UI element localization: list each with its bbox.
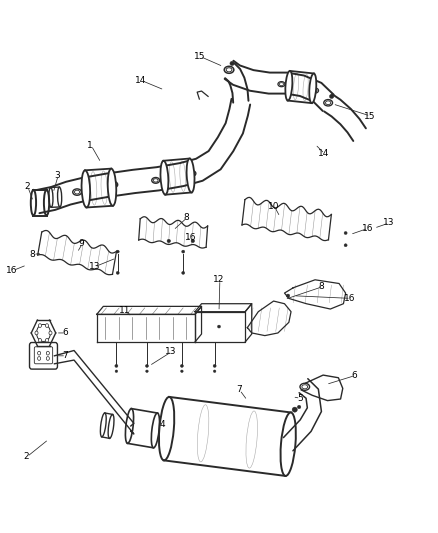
Text: 14: 14	[135, 76, 146, 85]
Ellipse shape	[108, 168, 116, 206]
Text: 8: 8	[29, 251, 35, 260]
Ellipse shape	[46, 357, 49, 360]
Ellipse shape	[81, 171, 90, 207]
Ellipse shape	[115, 365, 118, 367]
Text: 7: 7	[236, 385, 241, 394]
Ellipse shape	[46, 351, 49, 355]
Ellipse shape	[182, 271, 185, 274]
Ellipse shape	[213, 365, 216, 367]
Ellipse shape	[49, 331, 52, 335]
Polygon shape	[288, 71, 314, 103]
Ellipse shape	[182, 250, 185, 253]
Text: 15: 15	[194, 52, 205, 61]
Polygon shape	[85, 168, 113, 207]
Ellipse shape	[218, 325, 220, 328]
Ellipse shape	[35, 331, 38, 335]
Ellipse shape	[116, 250, 119, 253]
Text: 1: 1	[87, 141, 93, 150]
Text: 6: 6	[63, 328, 68, 337]
Text: 3: 3	[55, 171, 60, 180]
Ellipse shape	[145, 365, 148, 367]
Ellipse shape	[297, 405, 301, 409]
Ellipse shape	[280, 413, 296, 476]
Text: 8: 8	[184, 213, 189, 222]
Ellipse shape	[191, 239, 194, 243]
Ellipse shape	[38, 351, 41, 355]
Text: 12: 12	[213, 275, 225, 284]
Text: 11: 11	[120, 305, 131, 314]
Ellipse shape	[213, 370, 216, 373]
Ellipse shape	[285, 71, 293, 101]
Ellipse shape	[180, 365, 184, 367]
Text: 13: 13	[89, 262, 100, 271]
Text: 15: 15	[364, 111, 375, 120]
Text: 6: 6	[351, 371, 357, 380]
Ellipse shape	[39, 324, 42, 327]
Ellipse shape	[180, 370, 183, 373]
Text: 16: 16	[185, 233, 196, 242]
Ellipse shape	[286, 294, 290, 297]
Polygon shape	[163, 158, 191, 195]
Ellipse shape	[344, 244, 347, 247]
Text: 5: 5	[297, 394, 303, 403]
Ellipse shape	[38, 357, 41, 360]
Ellipse shape	[292, 407, 297, 412]
Ellipse shape	[39, 338, 42, 342]
Text: 7: 7	[63, 351, 68, 360]
Text: 4: 4	[159, 421, 165, 430]
Text: 9: 9	[78, 239, 85, 248]
Ellipse shape	[344, 231, 347, 235]
Ellipse shape	[329, 94, 334, 99]
Ellipse shape	[115, 370, 118, 373]
Text: 2: 2	[23, 453, 29, 462]
Text: 14: 14	[318, 149, 329, 158]
Ellipse shape	[187, 158, 194, 192]
Text: 16: 16	[344, 294, 356, 303]
Ellipse shape	[159, 397, 174, 461]
Text: 16: 16	[6, 266, 18, 275]
Ellipse shape	[46, 338, 49, 342]
Ellipse shape	[146, 370, 148, 373]
Text: 8: 8	[319, 282, 325, 291]
Text: 16: 16	[362, 224, 373, 233]
Text: 13: 13	[383, 219, 394, 228]
Text: 13: 13	[165, 347, 177, 356]
Text: 2: 2	[24, 182, 30, 191]
Ellipse shape	[46, 324, 49, 327]
Ellipse shape	[230, 61, 234, 66]
Ellipse shape	[309, 74, 316, 103]
Text: 10: 10	[268, 202, 279, 211]
Ellipse shape	[160, 161, 168, 195]
Polygon shape	[164, 397, 291, 476]
Ellipse shape	[116, 271, 119, 274]
Ellipse shape	[167, 239, 170, 243]
